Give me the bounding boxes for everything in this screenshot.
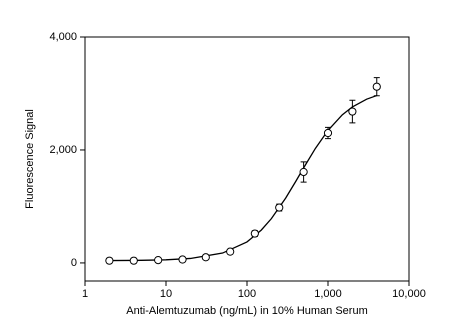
- data-point: [250, 229, 259, 238]
- data-point: [372, 82, 381, 91]
- x-tick-label: 10: [160, 288, 172, 300]
- data-point: [275, 203, 284, 212]
- fit-curve: [109, 94, 377, 262]
- data-point: [178, 255, 187, 264]
- data-point: [105, 256, 114, 265]
- x-tick-label: 1,000: [314, 288, 342, 300]
- plot-frame: [84, 36, 410, 282]
- y-tick-label: 2,000: [49, 144, 77, 156]
- data-point: [299, 167, 308, 177]
- y-tick-label: 0: [71, 257, 77, 269]
- y-axis-label: Fluorescence Signal: [24, 109, 36, 209]
- data-point: [201, 253, 210, 262]
- x-tick-label: 100: [238, 288, 256, 300]
- x-tick-label: 1: [82, 288, 88, 300]
- y-tick-label: 4,000: [49, 31, 77, 43]
- x-axis-label: Anti-Alemtuzumab (ng/mL) in 10% Human Se…: [126, 305, 367, 317]
- data-point: [129, 256, 138, 265]
- data-point: [226, 247, 235, 256]
- x-tick-label: 10,000: [392, 288, 426, 300]
- data-point: [348, 107, 357, 116]
- data-point: [154, 256, 163, 265]
- data-point: [323, 128, 333, 138]
